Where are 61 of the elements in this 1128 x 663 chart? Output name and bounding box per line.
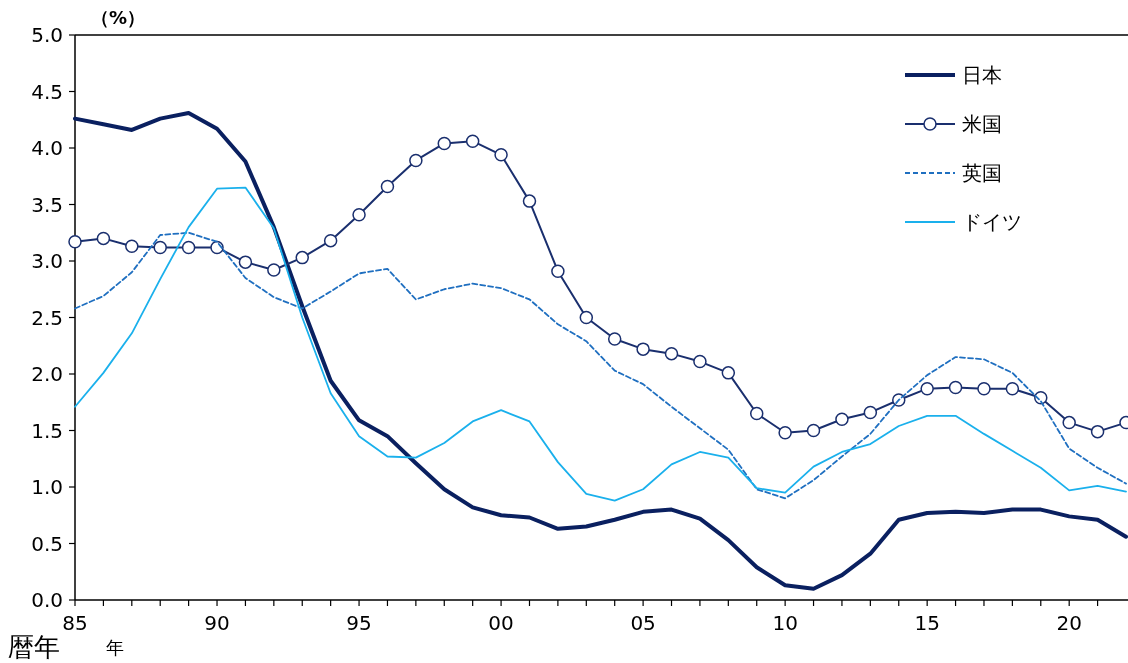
- x-tick-label: 00: [488, 611, 514, 635]
- point: [267, 263, 281, 277]
- y-tick-label: 4.0: [31, 136, 63, 160]
- point: [948, 380, 963, 395]
- point: [806, 423, 821, 438]
- x-tick-label: 85: [62, 611, 88, 635]
- point: [693, 354, 707, 369]
- x-tick-label: 05: [630, 611, 656, 635]
- point: [721, 366, 736, 380]
- point: [494, 148, 508, 162]
- y-axis-title: （%）: [90, 7, 146, 28]
- point: [380, 179, 395, 194]
- point: [1062, 415, 1076, 430]
- point: [835, 412, 849, 426]
- x-tick-label: 90: [204, 611, 230, 635]
- point: [551, 264, 565, 278]
- y-tick-label: 2.5: [31, 305, 63, 330]
- point: [920, 381, 934, 396]
- y-tick-label: 5.0: [31, 23, 63, 47]
- point: [579, 310, 594, 325]
- legend-label: 英国: [962, 161, 1002, 185]
- point: [352, 207, 366, 222]
- x-tick-label: 15: [914, 611, 940, 635]
- x-axis-title: 年: [106, 637, 124, 658]
- point: [181, 240, 196, 255]
- point: [664, 346, 679, 361]
- point: [1005, 381, 1020, 396]
- y-tick-label: 3.0: [31, 249, 63, 273]
- y-tick-label: 0.5: [31, 531, 63, 556]
- point: [409, 153, 423, 168]
- point: [323, 233, 338, 248]
- point: [238, 255, 253, 269]
- legend-label: ドイツ: [962, 210, 1022, 234]
- point: [153, 240, 167, 255]
- point: [749, 406, 764, 421]
- point: [1090, 424, 1105, 439]
- point: [437, 136, 452, 151]
- legend-label: 米国: [962, 112, 1002, 136]
- point: [96, 231, 111, 246]
- point: [68, 235, 82, 249]
- y-tick-label: 0.0: [31, 588, 63, 612]
- point: [607, 332, 622, 346]
- point: [977, 381, 991, 396]
- point: [125, 239, 139, 254]
- y-tick-label: 1.0: [31, 475, 63, 499]
- y-tick-label: 1.5: [31, 418, 63, 443]
- legend-label: 日本: [962, 63, 1002, 87]
- y-tick-label: 2.0: [31, 362, 63, 386]
- point: [636, 342, 650, 356]
- text: 暦年: [8, 632, 60, 662]
- point: [863, 405, 878, 420]
- x-tick-label: 10: [772, 611, 798, 635]
- x-tick-label: 95: [346, 611, 372, 635]
- line-series: [73, 110, 1128, 591]
- point: [465, 134, 480, 148]
- y-tick-label: 4.5: [31, 79, 63, 104]
- y-tick-label: 3.5: [31, 192, 63, 217]
- point: [522, 194, 537, 208]
- point: [295, 250, 309, 265]
- point: [778, 426, 792, 440]
- x-tick-label: 20: [1056, 611, 1082, 635]
